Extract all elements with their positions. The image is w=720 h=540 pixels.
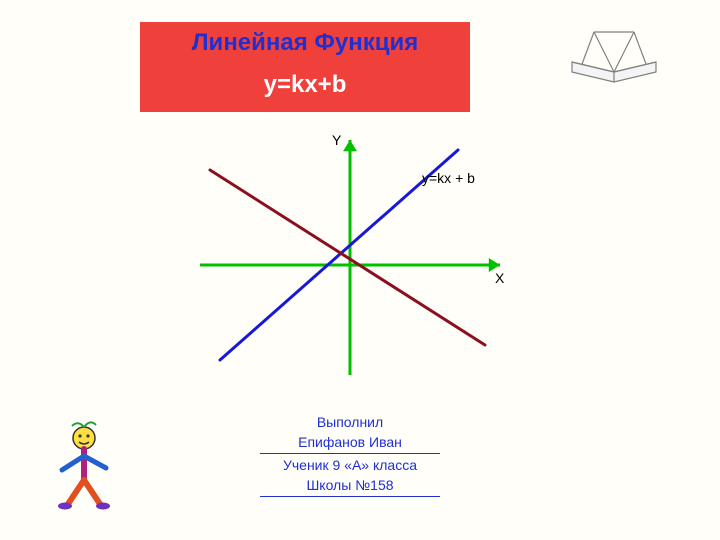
credits-block: Выполнил Епифанов Иван Ученик 9 «А» клас…	[235, 412, 465, 498]
linear-function-chart: Y X y=kx + b	[190, 130, 510, 380]
book-icon	[564, 24, 664, 90]
credit-line-4: Школы №158	[235, 475, 465, 495]
credit-underline-2	[260, 496, 440, 497]
credit-line-3: Ученик 9 «А» класса	[235, 455, 465, 475]
title-line-2: y=kx+b	[140, 64, 470, 106]
line-equation-label: y=kx + b	[422, 170, 475, 186]
title-box: Линейная Функция y=kx+b	[140, 22, 470, 112]
credit-underline-1	[260, 453, 440, 454]
credit-line-2: Епифанов Иван	[235, 432, 465, 452]
title-line-1: Линейная Функция	[140, 22, 470, 64]
credit-line-1: Выполнил	[235, 412, 465, 432]
y-axis-label: Y	[332, 132, 341, 148]
character-doodle-icon	[48, 420, 128, 510]
x-axis-label: X	[495, 270, 504, 286]
